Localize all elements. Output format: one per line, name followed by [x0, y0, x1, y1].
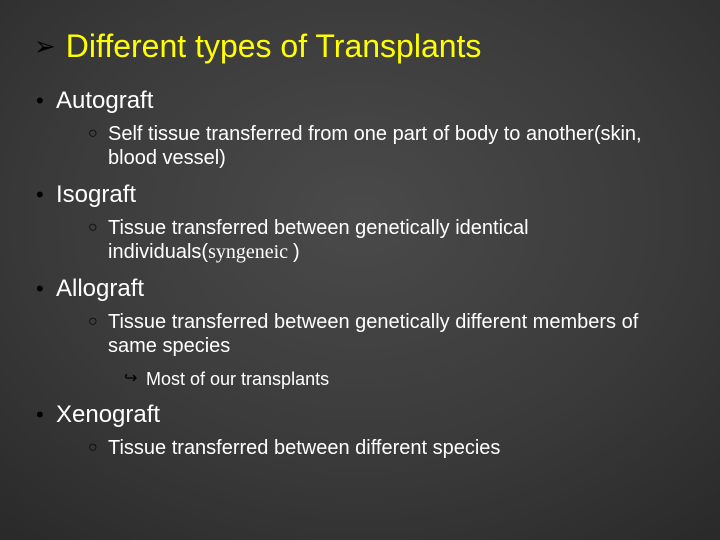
- list-item: • Xenograft: [36, 400, 686, 430]
- item-label: Isograft: [56, 180, 136, 210]
- sub-item-text: Self tissue transferred from one part of…: [108, 122, 676, 170]
- item-label: Autograft: [56, 86, 153, 116]
- arrow-bullet-icon: ↪: [124, 368, 146, 390]
- sub-list-item: ○ Self tissue transferred from one part …: [88, 122, 686, 170]
- sub-list-item: ○ Tissue transferred between genetically…: [88, 216, 686, 264]
- sub-list-item: ○ Tissue transferred between different s…: [88, 436, 686, 460]
- sub-item-text: Tissue transferred between different spe…: [108, 436, 500, 460]
- item-label: Allograft: [56, 274, 144, 304]
- subsub-list-item: ↪ Most of our transplants: [124, 368, 686, 390]
- title-text: Different types of Transplants: [66, 28, 482, 64]
- list-item: • Isograft: [36, 180, 686, 210]
- sub-item-text: Tissue transferred between genetically i…: [108, 216, 676, 264]
- bullet-icon: •: [36, 180, 56, 210]
- bullet-icon: •: [36, 86, 56, 116]
- slide: ➢ Different types of Transplants • Autog…: [0, 0, 720, 540]
- bullet-icon: •: [36, 274, 56, 304]
- sub-list-item: ○ Tissue transferred between genetically…: [88, 310, 686, 358]
- title-row: ➢ Different types of Transplants: [34, 28, 686, 64]
- list-item: • Autograft: [36, 86, 686, 116]
- circle-bullet-icon: ○: [88, 436, 108, 460]
- text-part: Tissue transferred between genetically i…: [108, 217, 529, 263]
- text-serif-part: syngeneic: [208, 241, 293, 263]
- subsub-item-text: Most of our transplants: [146, 368, 329, 390]
- circle-bullet-icon: ○: [88, 310, 108, 334]
- list-item: • Allograft: [36, 274, 686, 304]
- circle-bullet-icon: ○: [88, 216, 108, 240]
- circle-bullet-icon: ○: [88, 122, 108, 146]
- bullet-icon: •: [36, 400, 56, 430]
- sub-item-text: Tissue transferred between genetically d…: [108, 310, 676, 358]
- title-bullet-icon: ➢: [34, 28, 56, 64]
- text-part: ): [293, 241, 300, 263]
- item-label: Xenograft: [56, 400, 160, 430]
